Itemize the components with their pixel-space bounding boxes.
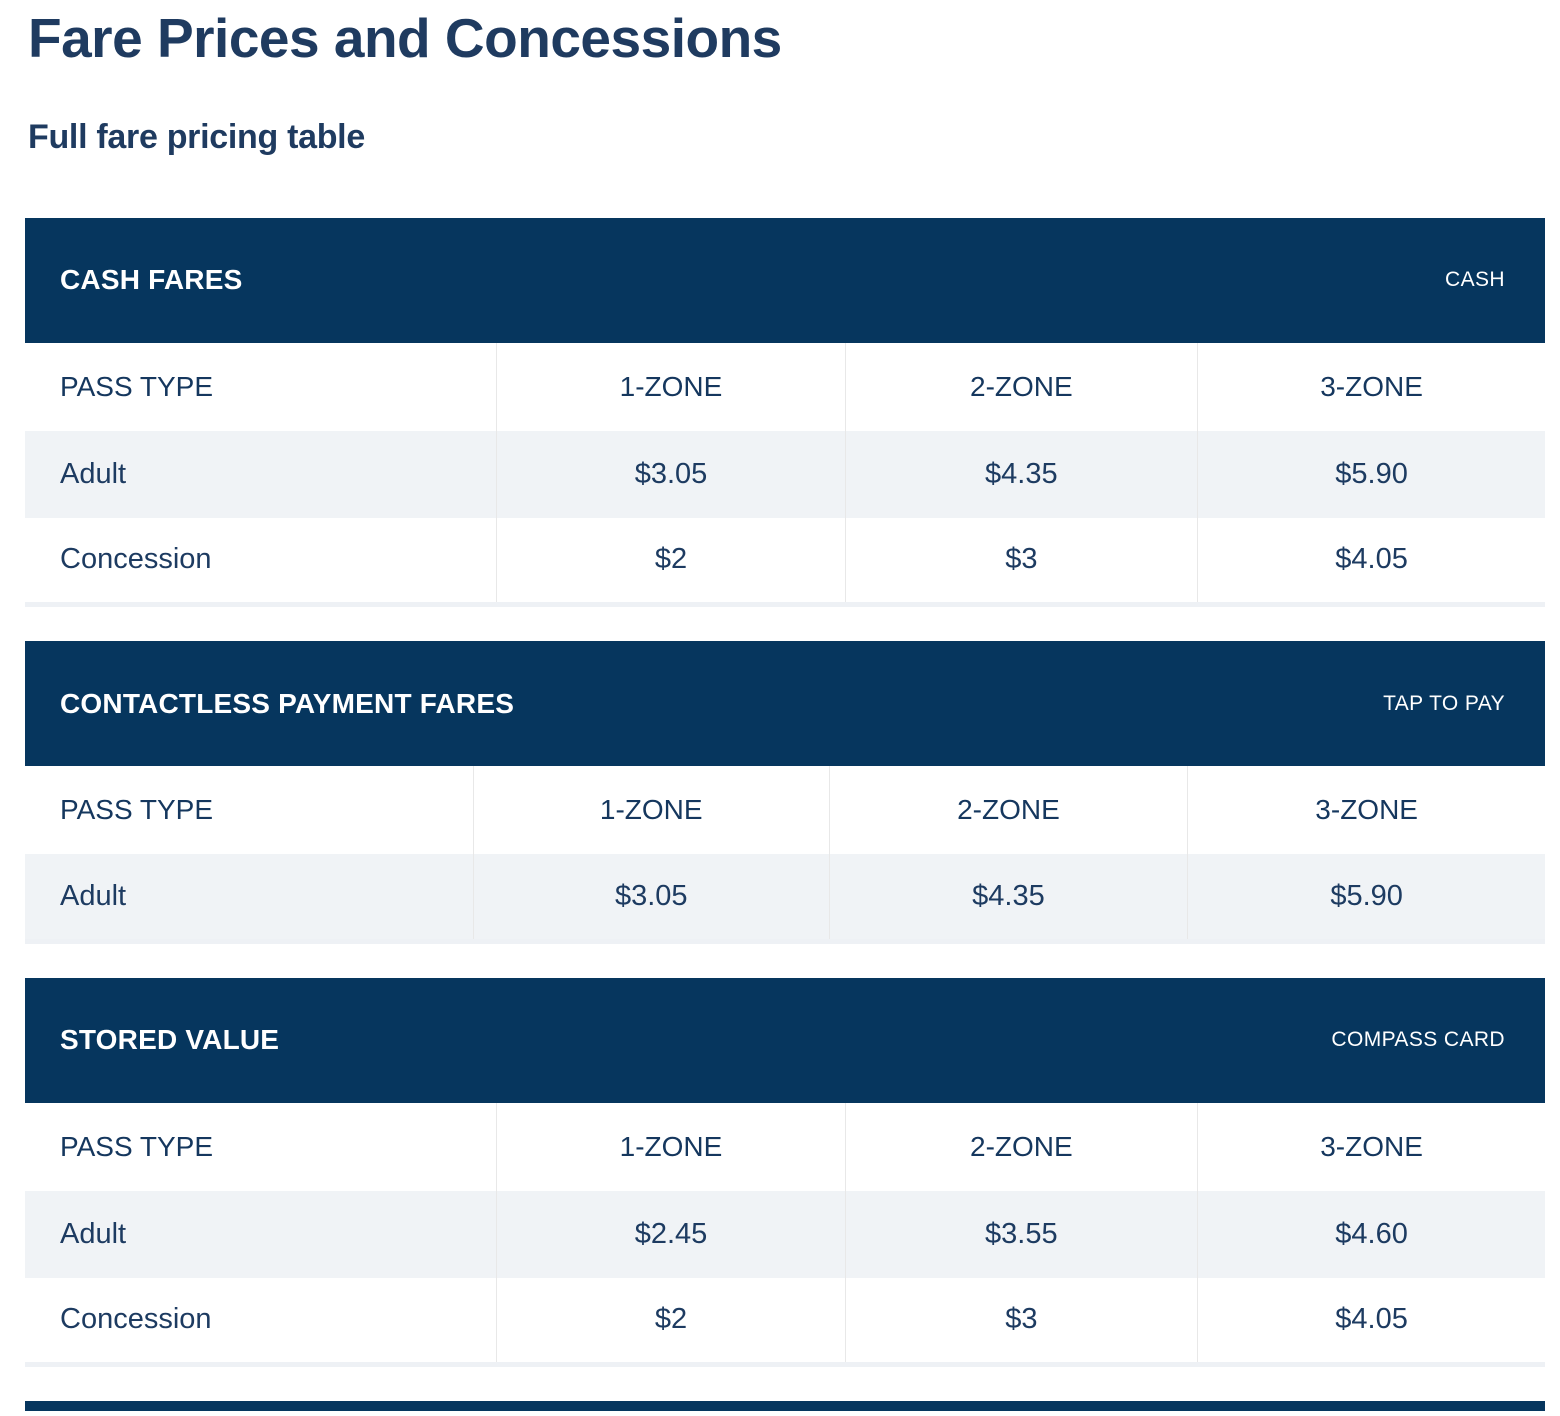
column-header-3-zone: 3-ZONE — [1197, 1102, 1545, 1191]
table-row: Adult $3.05 $4.35 $5.90 — [25, 854, 1545, 942]
stored-value-header-bar: STORED VALUE COMPASS CARD — [25, 977, 1545, 1103]
fare-value: $5.90 — [1197, 430, 1545, 518]
column-header-pass-type: PASS TYPE — [60, 794, 214, 826]
row-label: Concession — [60, 1303, 212, 1336]
contactless-fares-header-bar: CONTACTLESS PAYMENT FARES TAP TO PAY — [25, 641, 1545, 767]
table-row: Adult $3.05 $4.35 $5.90 — [25, 430, 1545, 518]
fare-value: $4.05 — [1197, 1277, 1545, 1365]
stored-value-grid: PASS TYPE 1-ZONE 2-ZONE 3-ZONE Adult $2.… — [25, 1102, 1545, 1368]
fare-value: $3 — [844, 517, 1198, 605]
cash-fares-header-bar: CASH FARES CASH — [25, 217, 1545, 343]
row-label: Adult — [60, 879, 127, 912]
table-title: STORED VALUE — [60, 1024, 280, 1056]
fare-value: $4.60 — [1197, 1190, 1545, 1278]
column-header-2-zone: 2-ZONE — [844, 342, 1198, 431]
fare-value: $2 — [496, 1277, 846, 1365]
fare-value: $4.35 — [844, 430, 1198, 518]
content-area: Fare Prices and Concessions Full fare pr… — [25, 6, 1545, 1412]
row-label: Concession — [60, 543, 212, 576]
page-subtitle: Full fare pricing table — [28, 117, 365, 156]
table-row: Concession $2 $3 $4.05 — [25, 1277, 1545, 1365]
column-header-row: PASS TYPE 1-ZONE 2-ZONE 3-ZONE — [25, 766, 1545, 855]
column-header-3-zone: 3-ZONE — [1197, 342, 1545, 431]
fare-value: $3.55 — [844, 1190, 1198, 1278]
row-label: Adult — [60, 1217, 127, 1250]
column-header-2-zone: 2-ZONE — [828, 766, 1188, 855]
fare-value: $2.45 — [496, 1190, 846, 1278]
page-title: Fare Prices and Concessions — [28, 7, 782, 69]
column-header-1-zone: 1-ZONE — [496, 342, 846, 431]
table-title: CASH FARES — [60, 264, 243, 296]
fare-value: $4.35 — [828, 854, 1188, 942]
fare-value: $3.05 — [472, 854, 830, 942]
next-table-header-bar-partial — [25, 1401, 1545, 1412]
column-header-row: PASS TYPE 1-ZONE 2-ZONE 3-ZONE — [25, 1102, 1545, 1191]
cash-fares-grid: PASS TYPE 1-ZONE 2-ZONE 3-ZONE Adult $3.… — [25, 342, 1545, 608]
table-badge: CASH — [1445, 268, 1505, 292]
fare-value: $5.90 — [1187, 854, 1545, 942]
fare-value: $4.05 — [1197, 517, 1545, 605]
fare-value: $3 — [844, 1277, 1198, 1365]
column-header-pass-type: PASS TYPE — [60, 1130, 214, 1162]
table-row: Adult $2.45 $3.55 $4.60 — [25, 1190, 1545, 1278]
table-title: CONTACTLESS PAYMENT FARES — [60, 687, 515, 719]
column-header-1-zone: 1-ZONE — [472, 766, 830, 855]
table-badge: TAP TO PAY — [1383, 691, 1505, 715]
cash-fares-table: CASH FARES CASH PASS TYPE 1-ZONE 2-ZONE … — [25, 217, 1545, 608]
column-header-1-zone: 1-ZONE — [496, 1102, 846, 1191]
row-label: Adult — [60, 457, 127, 490]
stored-value-table: STORED VALUE COMPASS CARD PASS TYPE 1-ZO… — [25, 977, 1545, 1368]
contactless-payment-fares-table: CONTACTLESS PAYMENT FARES TAP TO PAY PAS… — [25, 641, 1545, 944]
contactless-fares-grid: PASS TYPE 1-ZONE 2-ZONE 3-ZONE Adult $3.… — [25, 766, 1545, 944]
table-badge: COMPASS CARD — [1331, 1028, 1505, 1052]
column-header-3-zone: 3-ZONE — [1187, 766, 1545, 855]
column-header-2-zone: 2-ZONE — [844, 1102, 1198, 1191]
column-header-pass-type: PASS TYPE — [60, 370, 214, 402]
column-header-row: PASS TYPE 1-ZONE 2-ZONE 3-ZONE — [25, 342, 1545, 431]
fare-value: $2 — [496, 517, 846, 605]
table-row: Concession $2 $3 $4.05 — [25, 517, 1545, 605]
fare-value: $3.05 — [496, 430, 846, 518]
